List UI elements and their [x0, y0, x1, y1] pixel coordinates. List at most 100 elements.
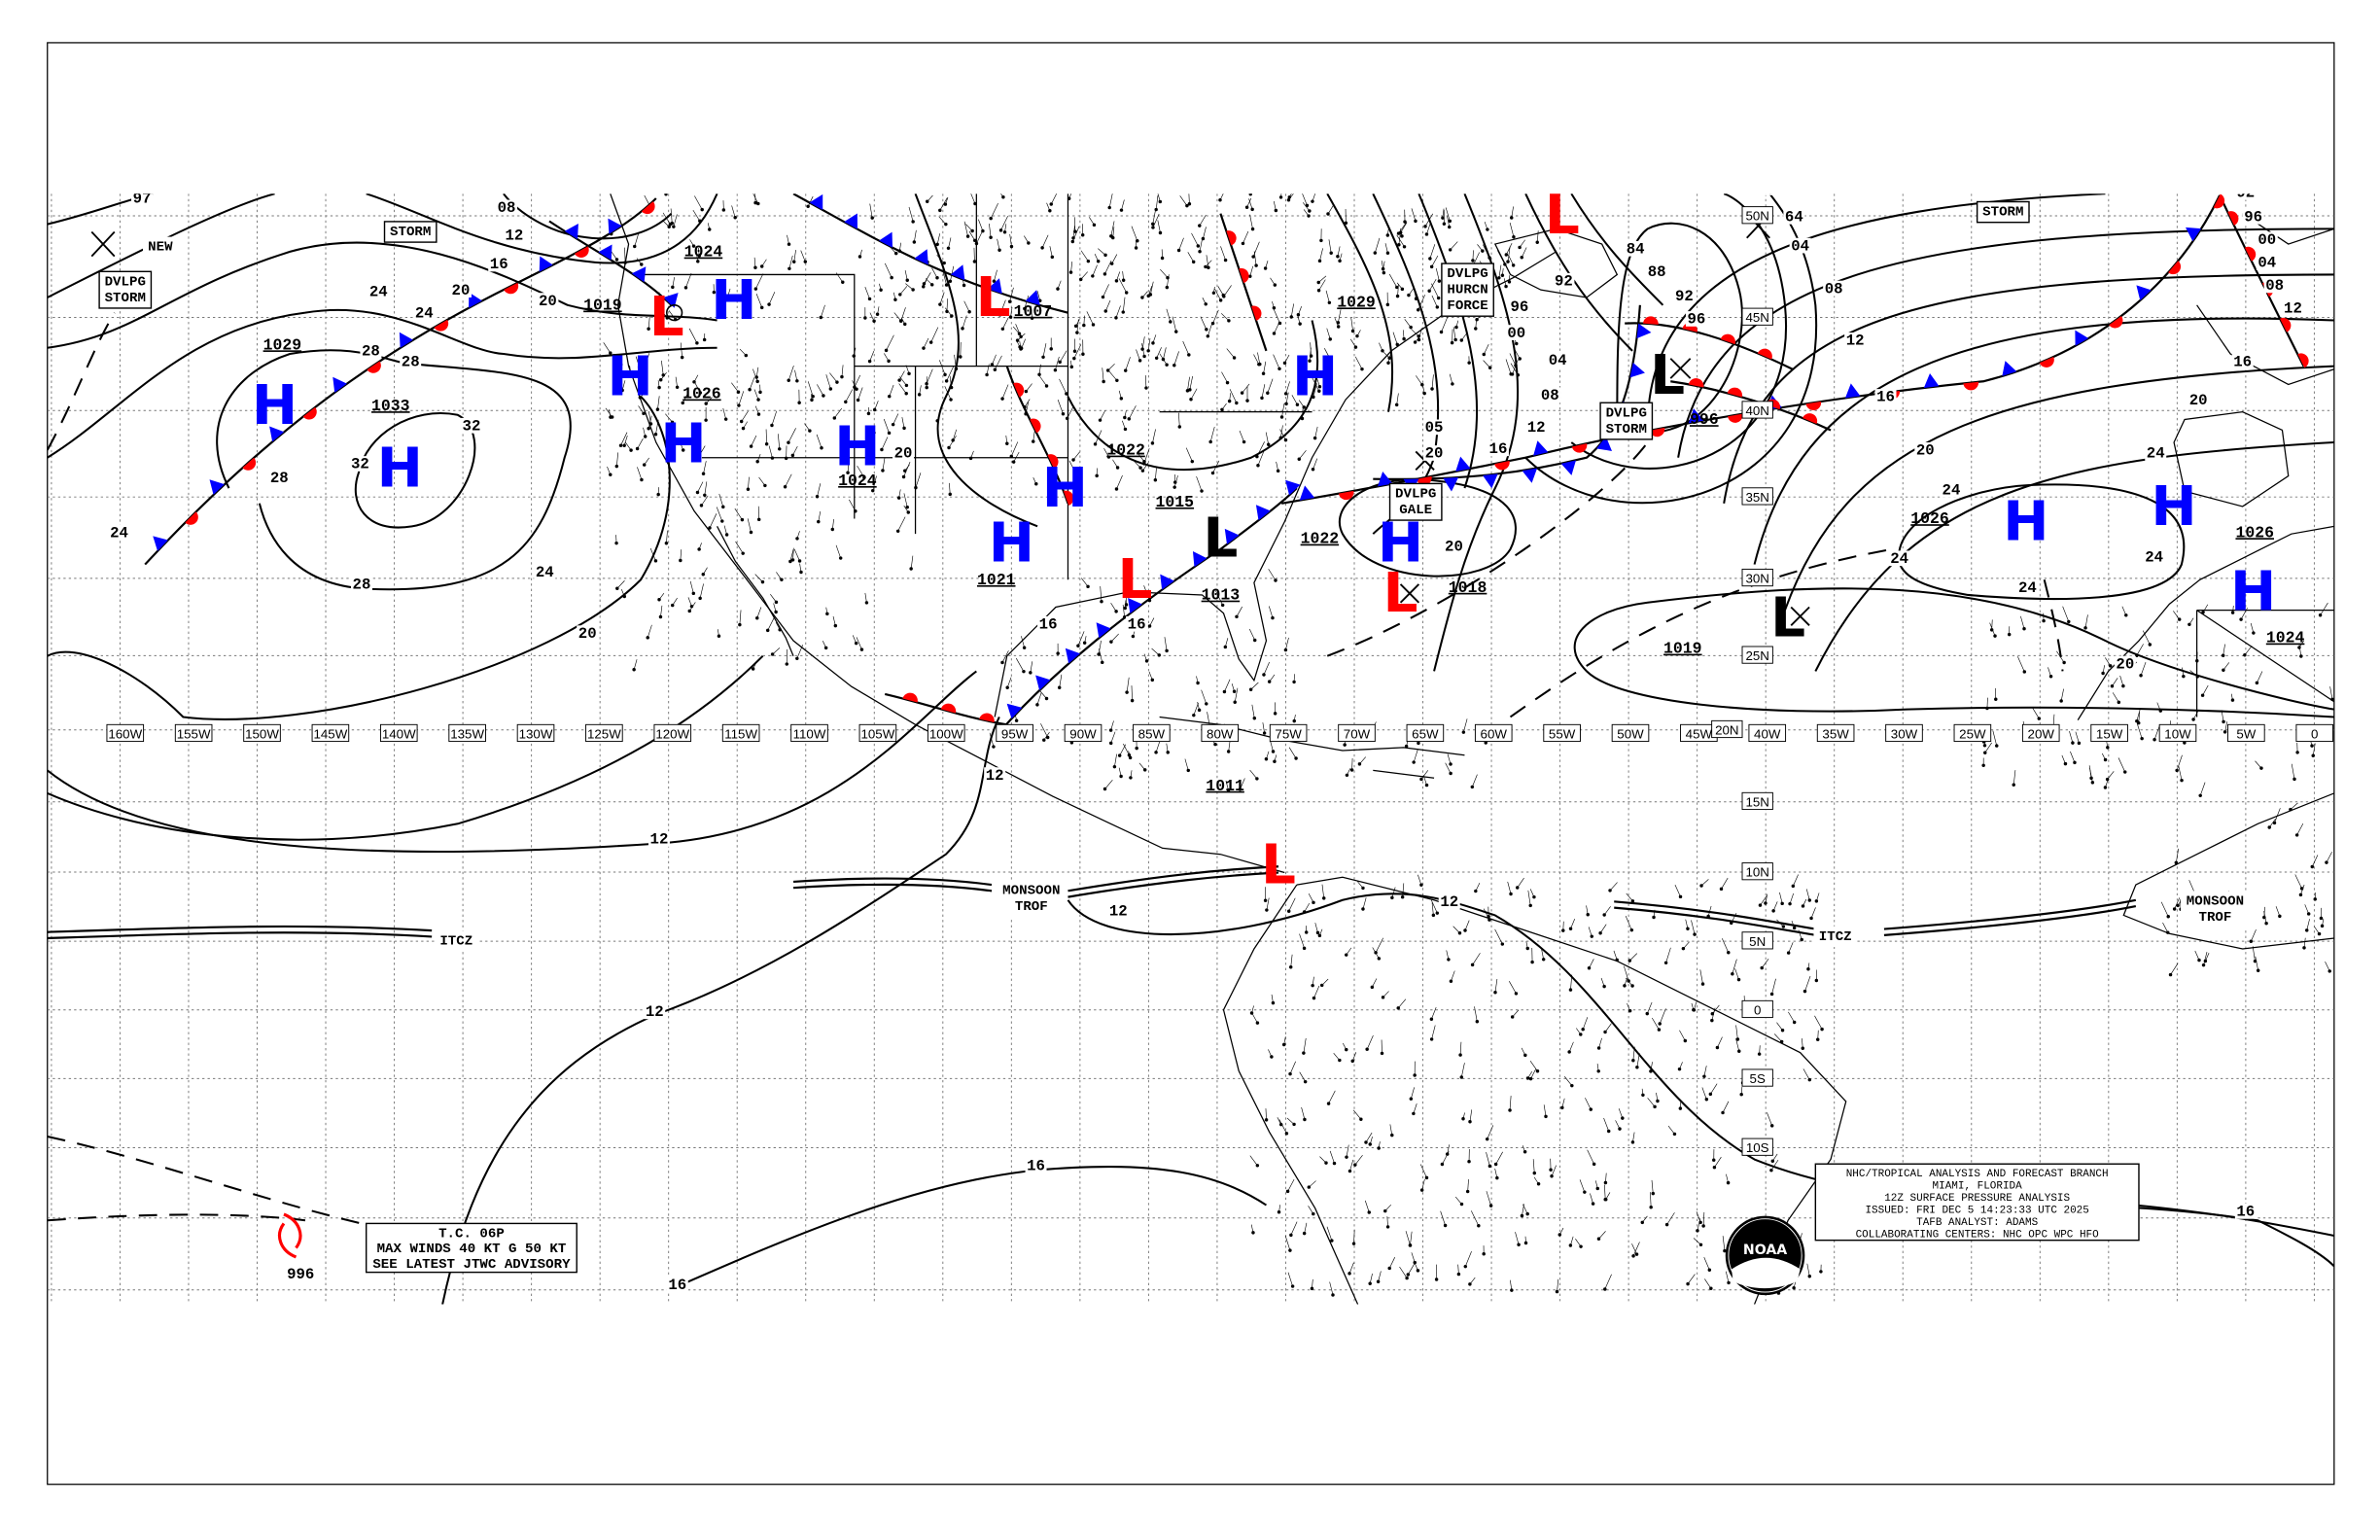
wind-barb: [2275, 906, 2281, 917]
wind-barb: [835, 272, 844, 283]
wind-barb: [768, 292, 776, 305]
station-dot: [1993, 634, 1997, 638]
wind-barb: [2290, 802, 2298, 810]
station-dot: [697, 254, 701, 258]
isobar-label: 24: [2145, 548, 2163, 566]
station-dot: [2255, 681, 2259, 685]
wind-barb: [2325, 962, 2330, 972]
wind-barb: [1016, 340, 1021, 347]
wind-barb: [2268, 819, 2276, 828]
wind-barb: [807, 381, 814, 397]
station-dot: [1125, 690, 1129, 694]
wind-barb: [752, 368, 758, 382]
station-dot: [1166, 751, 1170, 754]
longitude-label-box: [2021, 723, 2060, 743]
longitude-label-box: [1611, 723, 1650, 743]
wind-barb: [1057, 399, 1064, 414]
longitude-label-box: [1064, 723, 1102, 743]
wind-barb: [817, 483, 822, 497]
station-dot: [973, 201, 977, 206]
wind-barb: [898, 489, 901, 499]
wind-barb: [2303, 937, 2306, 948]
wind-barb: [1511, 206, 1514, 219]
wind-barb: [1265, 432, 1270, 445]
wind-barb: [1166, 743, 1169, 752]
station-dot: [1096, 260, 1101, 263]
station-dot: [2166, 915, 2170, 919]
station-dot: [973, 238, 977, 243]
wind-barb: [897, 516, 906, 532]
wind-barb: [1124, 410, 1127, 418]
wind-barb: [1446, 950, 1450, 960]
feature-label-text: MONSOON TROF: [2187, 893, 2244, 925]
longitude-label: 150W: [245, 726, 279, 741]
latitude-label: 45N: [1745, 310, 1768, 325]
high-pressure-center: H: [1378, 511, 1423, 575]
wind-barb: [1151, 648, 1160, 656]
isobar-label: 64: [1785, 209, 1803, 227]
wind-barb: [1224, 679, 1231, 692]
wind-barb: [2075, 731, 2080, 744]
station-dot: [1402, 245, 1407, 249]
wind-barb: [1038, 364, 1041, 375]
wind-barb: [1452, 327, 1456, 340]
cold-front-triangle: [1299, 485, 1315, 501]
cold-front-triangle: [987, 278, 1002, 295]
wind-barb: [1270, 741, 1274, 752]
wind-barb: [903, 493, 908, 508]
title-block-line: MIAMI, FLORIDA: [1933, 1180, 2023, 1192]
wind-barb: [1147, 337, 1151, 351]
wind-barb: [1104, 779, 1113, 789]
wind-barb: [1249, 214, 1253, 229]
wind-barb: [1030, 661, 1033, 673]
wind-barb: [1522, 1204, 1528, 1214]
wind-barb: [1046, 202, 1051, 211]
longitude-label: 105W: [860, 726, 894, 741]
station-dot: [1487, 915, 1490, 919]
wind-barb: [2232, 605, 2234, 613]
wind-barb: [709, 513, 718, 529]
wind-barb: [1104, 299, 1111, 312]
wind-barb: [2112, 692, 2119, 703]
wind-barb: [1375, 937, 1383, 953]
wind-barb: [1219, 193, 1224, 200]
latitude-label-box: [1711, 719, 1743, 739]
station-dot: [1380, 1051, 1384, 1056]
station-dot: [1567, 1050, 1571, 1054]
wind-barb: [1734, 968, 1739, 980]
wind-barb: [637, 438, 644, 449]
wind-barb: [1152, 429, 1156, 443]
wind-barb: [1333, 1052, 1341, 1061]
station-dot: [2089, 776, 2093, 781]
wind-barb: [1454, 1196, 1462, 1205]
wind-barb: [1735, 1025, 1738, 1040]
station-dot: [664, 541, 669, 545]
wind-barb: [2138, 712, 2140, 723]
wind-barb: [1304, 902, 1311, 913]
station-dot: [2292, 777, 2296, 782]
wind-barb: [849, 499, 857, 511]
wind-barb: [1267, 378, 1274, 394]
wind-barb: [1807, 962, 1810, 969]
wind-barb: [1588, 927, 1592, 937]
isobar-label: 12: [1440, 893, 1458, 911]
wind-barb: [1164, 637, 1168, 651]
station-dot: [1568, 988, 1573, 992]
wind-barb: [1239, 430, 1244, 442]
station-dot: [2176, 903, 2180, 908]
wind-barb: [1369, 1137, 1373, 1145]
station-dot: [753, 200, 757, 205]
isobar-label-bg: [400, 354, 422, 369]
isobar-label: 32: [351, 456, 369, 473]
longitude-label: 100W: [929, 726, 963, 741]
station-dot: [1273, 712, 1278, 716]
station-dot: [1146, 349, 1150, 353]
wind-barb: [1326, 328, 1331, 339]
wind-barb: [1420, 770, 1429, 780]
isobar-label-bg: [1685, 311, 1707, 327]
isobar-label: 00: [1507, 325, 1525, 342]
station-dot: [1250, 227, 1255, 231]
low-pressure-center: L: [1203, 508, 1238, 571]
cold-front-triangle: [950, 264, 965, 281]
station-dot: [890, 275, 893, 280]
